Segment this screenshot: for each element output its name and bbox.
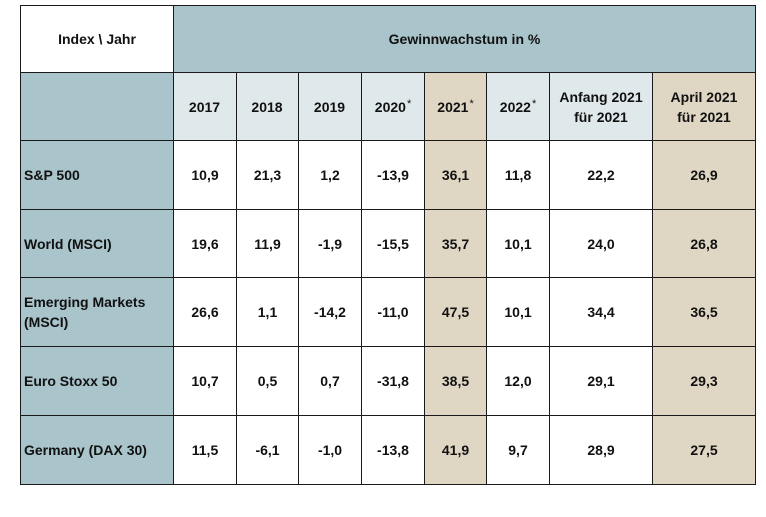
table-title: Gewinnwachstum in %	[173, 5, 756, 73]
data-cell: 11,5	[173, 415, 237, 485]
data-cell: 36,5	[652, 277, 756, 347]
data-cell: 24,0	[549, 209, 653, 278]
data-cell: 26,6	[173, 277, 237, 347]
data-cell: -14,2	[298, 277, 362, 347]
data-cell: 1,1	[236, 277, 299, 347]
data-cell: -13,8	[361, 415, 425, 485]
data-cell: 36,1	[424, 140, 487, 210]
column-header: 2019	[298, 72, 362, 141]
data-cell: 41,9	[424, 415, 487, 485]
data-cell: -11,0	[361, 277, 425, 347]
data-cell: 22,2	[549, 140, 653, 210]
data-cell: 0,5	[236, 346, 299, 416]
data-cell: 10,1	[486, 277, 550, 347]
data-cell: 35,7	[424, 209, 487, 278]
data-cell: 21,3	[236, 140, 299, 210]
data-cell: 11,9	[236, 209, 299, 278]
column-header: Anfang 2021 für 2021	[549, 72, 653, 141]
row-label: S&P 500	[20, 140, 174, 210]
column-header: 2017	[173, 72, 237, 141]
column-header: 2021*	[424, 72, 487, 141]
data-cell: -15,5	[361, 209, 425, 278]
data-cell: 10,1	[486, 209, 550, 278]
header-side-fill	[20, 72, 174, 141]
data-cell: -1,0	[298, 415, 362, 485]
row-label: Emerging Markets (MSCI)	[20, 277, 174, 347]
data-cell: 27,5	[652, 415, 756, 485]
data-cell: 29,1	[549, 346, 653, 416]
corner-label: Index \ Jahr	[20, 5, 174, 73]
data-cell: 10,7	[173, 346, 237, 416]
column-header: 2018	[236, 72, 299, 141]
data-cell: 26,8	[652, 209, 756, 278]
data-cell: 29,3	[652, 346, 756, 416]
data-cell: 47,5	[424, 277, 487, 347]
data-cell: 10,9	[173, 140, 237, 210]
earnings-growth-table: Index \ Jahr Gewinnwachstum in % 2017 20…	[20, 5, 756, 485]
data-cell: -13,9	[361, 140, 425, 210]
data-cell: 34,4	[549, 277, 653, 347]
data-cell: -6,1	[236, 415, 299, 485]
data-cell: 12,0	[486, 346, 550, 416]
data-cell: 1,2	[298, 140, 362, 210]
data-cell: 11,8	[486, 140, 550, 210]
row-label: World (MSCI)	[20, 209, 174, 278]
data-cell: 38,5	[424, 346, 487, 416]
data-cell: 0,7	[298, 346, 362, 416]
row-label: Euro Stoxx 50	[20, 346, 174, 416]
data-cell: -1,9	[298, 209, 362, 278]
column-header: April 2021 für 2021	[652, 72, 756, 141]
column-header: 2022*	[486, 72, 550, 141]
data-cell: 19,6	[173, 209, 237, 278]
data-cell: 26,9	[652, 140, 756, 210]
data-cell: 28,9	[549, 415, 653, 485]
data-cell: 9,7	[486, 415, 550, 485]
column-header: 2020*	[361, 72, 425, 141]
data-cell: -31,8	[361, 346, 425, 416]
row-label: Germany (DAX 30)	[20, 415, 174, 485]
